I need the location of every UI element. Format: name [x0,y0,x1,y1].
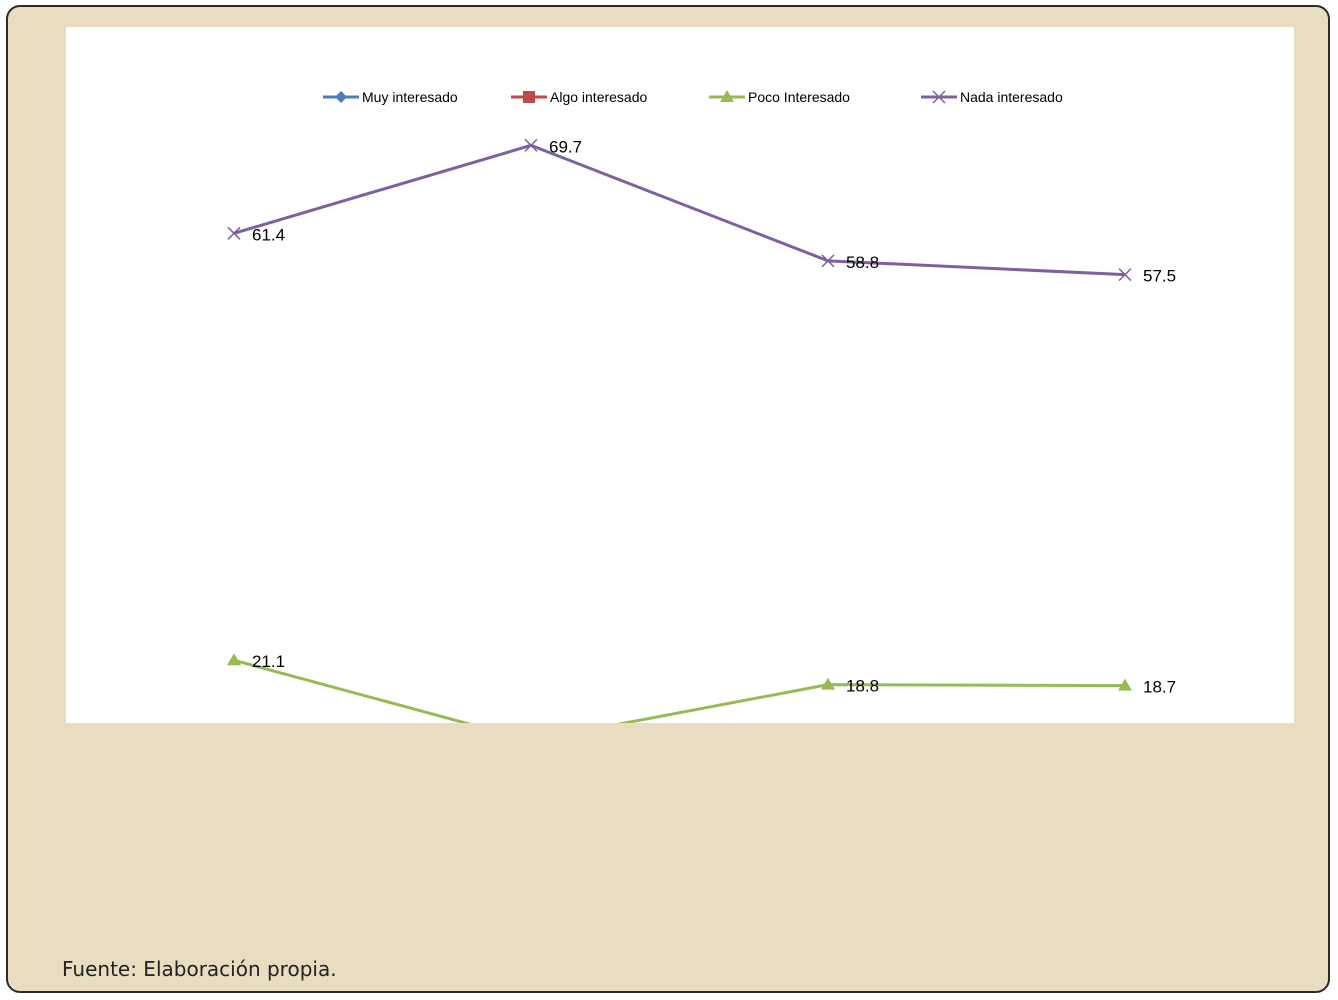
legend-label-poco-interesado: Poco Interesado [748,89,850,105]
legend-marker-poco-interesado [720,90,734,102]
data-label-poco-interesado: 18.7 [1143,678,1176,697]
data-point-nada-interesado [821,254,835,268]
data-label-nada-interesado: 61.4 [252,225,285,244]
legend-marker-nada-interesado [932,90,946,104]
figure-frame: Muy interesado Algo interesado Poco Intere… [6,5,1330,993]
series-line-poco-interesado [233,658,1126,723]
data-point-poco-interesado [227,653,241,666]
series-group [227,138,1132,723]
series-line-nada-interesado [233,143,1126,277]
data-label-nada-interesado: 58.8 [846,253,879,272]
data-label-poco-interesado: 21.1 [252,652,285,671]
data-point-poco-interesado [1118,678,1132,691]
line-chart: Muy interesado Algo interesado Poco Intere… [227,89,1176,723]
legend-marker-muy-interesado [335,91,347,103]
legend: Muy interesado Algo interesado Poco Intere… [323,89,1063,105]
data-label-poco-interesado: 18.8 [846,677,879,696]
source-note: Fuente: Elaboración propia. [62,957,337,981]
legend-label-algo-interesado: Algo interesado [550,89,648,105]
data-label-nada-interesado: 69.7 [549,137,582,156]
data-label-algo-interesado: 14.6 [1143,721,1176,723]
legend-label-nada-interesado: Nada interesado [960,89,1063,105]
legend-label-muy-interesado: Muy interesado [362,89,458,105]
data-point-nada-interesado [524,138,538,152]
data-labels: 5.26.99.29.212.39.913.314.621.113.518.81… [252,137,1176,723]
legend-marker-algo-interesado [523,91,535,103]
data-label-nada-interesado: 57.5 [1143,267,1176,286]
data-point-nada-interesado [1118,268,1132,282]
data-point-poco-interesado [821,677,835,690]
chart-panel: Muy interesado Algo interesado Poco Intere… [66,27,1294,723]
data-point-nada-interesado [227,226,241,240]
